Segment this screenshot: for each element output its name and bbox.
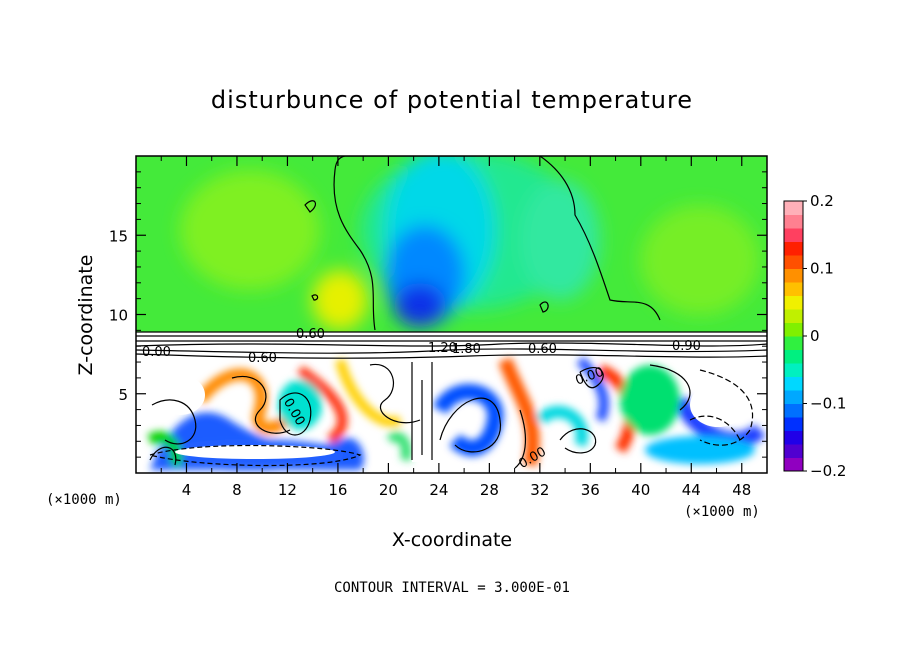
colorbar-swatch [784,390,803,404]
x-tick-label: 36 [581,481,600,499]
colorbar-swatch [784,417,803,431]
field-area [136,156,767,473]
chart-title: disturbunce of potential temperature [210,86,694,114]
colorbar-swatch [784,214,803,229]
colorbar-swatch [784,268,803,283]
contour-label: 0.60 [248,351,277,366]
colorbar-swatch [784,349,803,364]
x-axis-label: X-coordinate [392,529,512,551]
colorbar-swatch [784,241,803,256]
colorbar-tick-label: −0.1 [810,395,846,413]
x-axis: 4 8 12 16 20 24 28 32 36 40 44 48 [160,156,751,499]
x-tick-label: 32 [530,481,549,499]
y-tick-label: 10 [109,307,128,325]
contour-label: 1.80 [452,342,481,357]
contour-label: 0.60 [296,327,325,342]
colorbar-tick-label: −0.2 [810,462,846,480]
contour-lines [136,156,767,469]
colorbar-tick-label: 0.2 [810,192,834,210]
contour-label: 0.00 [142,345,171,360]
colorbar-swatch [784,282,803,296]
x-tick-label: 20 [379,481,398,499]
x-tick-label: 12 [278,481,297,499]
y-axis: 5 10 15 [109,171,767,458]
colorbar-swatch [784,201,803,215]
x-tick-label: 16 [328,481,347,499]
colorbar-swatch [784,295,803,310]
colorbar-swatch [784,255,803,269]
colorbar-swatch [784,336,803,350]
colorbar-swatch [784,376,803,391]
colorbar-swatch [784,444,803,458]
colorbar-swatch [784,457,803,472]
y-tick-label: 15 [109,227,128,245]
x-tick-label: 48 [732,481,751,499]
x-tick-label: 44 [682,481,701,499]
x-unit-label-left: (×1000 m) [46,492,122,508]
colorbar-swatch [784,322,803,337]
x-tick-label: 8 [232,481,242,499]
y-tick-label: 5 [118,386,128,404]
contour-interval: CONTOUR INTERVAL = 3.000E-01 [334,580,570,596]
colorbar-swatch [784,363,803,377]
colorbar-swatch [784,309,803,323]
contour-label: 1.20 [428,341,457,356]
colorbar-tick-label: 0.1 [810,260,834,278]
y-axis-label: Z-coordinate [75,255,97,376]
colorbar-swatch [784,403,803,418]
x-tick-label: 28 [480,481,499,499]
x-tick-label: 40 [631,481,650,499]
colorbar-swatch [784,228,803,242]
contour-label: 0.90 [672,339,701,354]
colorbar-tick-label: 0 [810,327,820,345]
colorbar-swatch [784,430,803,445]
x-unit-label-right: (×1000 m) [684,504,760,520]
colorbar: −0.2 −0.1 0 0.1 0.2 [783,192,846,480]
x-tick-label: 24 [429,481,448,499]
contour-label: 0.60 [528,342,557,357]
x-tick-label: 4 [182,481,192,499]
